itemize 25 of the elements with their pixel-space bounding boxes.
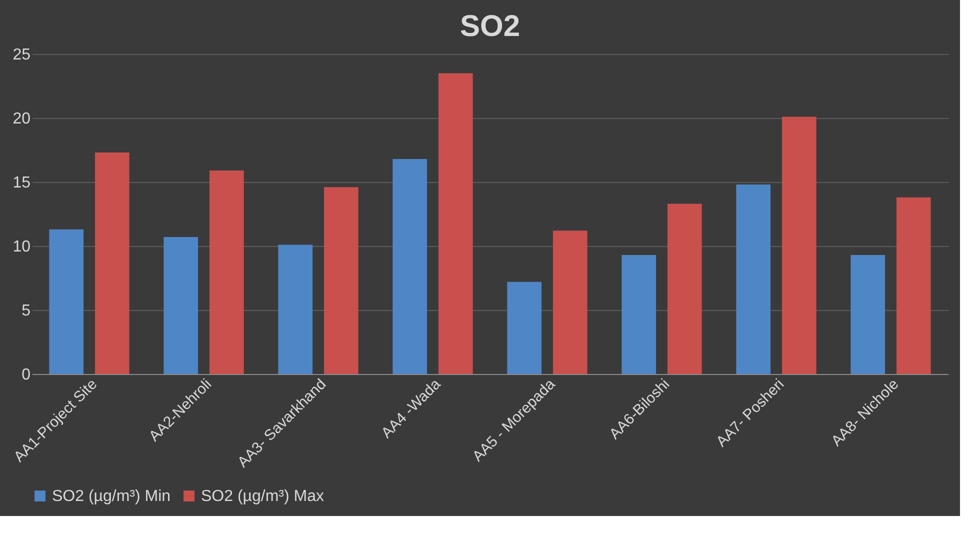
bar xyxy=(850,254,886,374)
bar xyxy=(667,204,702,374)
legend-label: SO2 (µg/m³) Max xyxy=(201,488,324,505)
bar xyxy=(94,152,130,374)
legend-label: SO2 (µg/m³) Min xyxy=(52,488,171,505)
y-tick-label: 15 xyxy=(12,174,31,192)
y-tick-label: 20 xyxy=(12,110,31,128)
y-tick-label: 25 xyxy=(12,46,31,64)
y-tick-label: 0 xyxy=(22,366,31,384)
bar xyxy=(552,230,588,374)
bar xyxy=(164,237,198,374)
y-tick-label: 10 xyxy=(12,238,31,256)
y-tick-label: 5 xyxy=(22,302,31,320)
bar xyxy=(507,282,542,374)
bar xyxy=(324,187,358,374)
chart-title: SO2 xyxy=(460,10,520,43)
bar xyxy=(438,73,473,374)
bar xyxy=(622,254,656,374)
bar xyxy=(209,170,244,374)
bar xyxy=(896,197,931,374)
bar xyxy=(736,184,771,374)
bar xyxy=(278,244,313,374)
bar xyxy=(392,158,428,374)
bar xyxy=(49,229,84,374)
bar xyxy=(782,116,816,374)
